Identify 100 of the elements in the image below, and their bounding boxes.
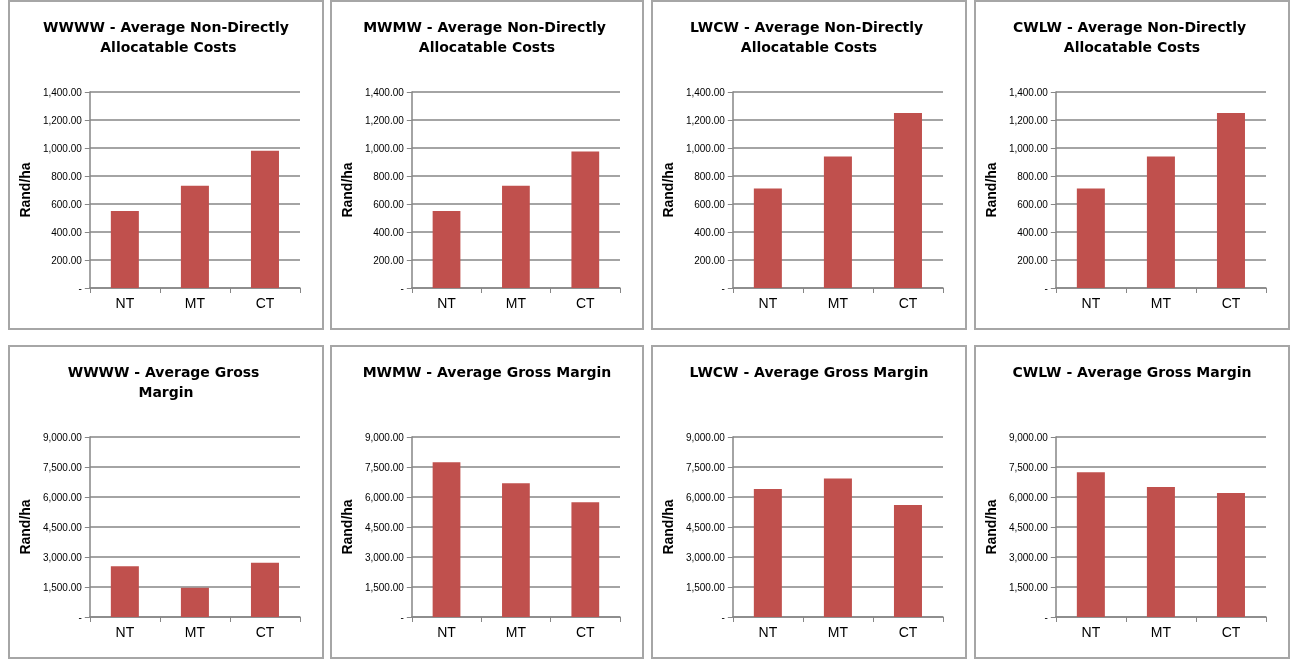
y-tick-label: 800.00 [694, 170, 726, 182]
chart-title: CWLW - Average Non-Directly Allocatable Costs [1013, 19, 1251, 55]
y-axis-title: Rand/ha [660, 499, 676, 555]
y-tick-label: 400.00 [694, 226, 726, 238]
bar [502, 483, 530, 617]
y-tick-label: 400.00 [373, 226, 405, 238]
bar [180, 587, 209, 617]
y-tick-label: 3,000.00 [42, 551, 83, 563]
chart-title: LWCW - Average Non-Directly Allocatable Costs [690, 19, 928, 55]
y-tick-label: - [400, 611, 404, 623]
y-tick-label: 1,000.00 [685, 142, 726, 154]
bar [250, 562, 279, 617]
bar [180, 185, 209, 288]
y-tick-label: 6,000.00 [42, 491, 83, 503]
y-tick-label: 4,500.00 [42, 521, 83, 533]
y-tick-label: - [721, 611, 725, 623]
y-tick-label: 3,000.00 [364, 551, 405, 563]
bar [1076, 472, 1105, 617]
x-tick-label: CT [255, 295, 275, 311]
bar [823, 156, 852, 288]
y-axis-title: Rand/ha [17, 162, 33, 218]
y-tick-label: 3,000.00 [685, 551, 726, 563]
bar [1146, 487, 1175, 617]
bar [753, 188, 782, 288]
y-tick-label: 6,000.00 [1008, 491, 1049, 503]
y-tick-label: 1,500.00 [364, 581, 405, 593]
y-tick-label: 7,500.00 [1008, 461, 1049, 473]
y-tick-label: 400.00 [1017, 226, 1049, 238]
y-tick-label: 600.00 [694, 198, 726, 210]
y-tick-label: - [721, 282, 725, 294]
y-tick-label: 6,000.00 [685, 491, 726, 503]
y-tick-label: 1,200.00 [364, 114, 405, 126]
y-tick-label: 4,500.00 [364, 521, 405, 533]
y-tick-label: - [400, 282, 404, 294]
y-axis-title: Rand/ha [339, 499, 355, 555]
bar [110, 566, 139, 617]
y-axis-title: Rand/ha [660, 162, 676, 218]
x-tick-label: NT [437, 624, 457, 640]
chart-title: CWLW - Average Gross Margin [1012, 364, 1252, 380]
y-tick-label: 1,500.00 [1008, 581, 1049, 593]
x-tick-label: NT [758, 295, 778, 311]
bar [1216, 113, 1245, 288]
x-tick-label: NT [758, 624, 778, 640]
y-tick-label: 9,000.00 [364, 431, 405, 443]
y-tick-label: 800.00 [1017, 170, 1049, 182]
x-tick-label: CT [898, 295, 918, 311]
y-axis-title: Rand/ha [983, 499, 999, 555]
y-tick-label: 600.00 [51, 198, 83, 210]
y-tick-label: - [1044, 282, 1048, 294]
y-tick-label: - [78, 282, 82, 294]
bar [571, 151, 600, 288]
bar [250, 150, 279, 288]
bar [1146, 156, 1175, 288]
x-tick-label: NT [115, 624, 135, 640]
bar [571, 502, 600, 617]
y-tick-label: 6,000.00 [364, 491, 405, 503]
x-tick-label: NT [437, 295, 457, 311]
y-tick-label: - [1044, 611, 1048, 623]
y-tick-label: 4,500.00 [685, 521, 726, 533]
x-tick-label: NT [1081, 624, 1101, 640]
y-tick-label: 1,200.00 [1008, 114, 1049, 126]
chart-title: WWWW - Average Gross Margin [67, 364, 265, 400]
x-tick-label: CT [575, 295, 596, 311]
y-tick-label: 7,500.00 [364, 461, 405, 473]
x-tick-label: MT [1150, 295, 1172, 311]
y-tick-label: - [78, 611, 82, 623]
y-tick-label: 200.00 [1017, 254, 1049, 266]
chart-title: MWMW - Average Non-Directly Allocatable Costs [363, 19, 611, 55]
x-tick-label: MT [827, 624, 849, 640]
y-tick-label: 9,000.00 [685, 431, 726, 443]
x-tick-label: CT [575, 624, 596, 640]
x-tick-label: CT [898, 624, 918, 640]
y-tick-label: 1,200.00 [42, 114, 83, 126]
x-tick-label: MT [184, 295, 206, 311]
y-tick-label: 800.00 [51, 170, 83, 182]
x-tick-label: MT [184, 624, 206, 640]
y-tick-label: 9,000.00 [42, 431, 83, 443]
y-tick-label: 7,500.00 [42, 461, 83, 473]
bar [432, 211, 461, 288]
y-tick-label: 1,000.00 [1008, 142, 1049, 154]
y-tick-label: 600.00 [1017, 198, 1049, 210]
y-tick-label: 3,000.00 [1008, 551, 1049, 563]
y-tick-label: 9,000.00 [1008, 431, 1049, 443]
y-tick-label: 400.00 [51, 226, 83, 238]
x-tick-label: MT [827, 295, 849, 311]
y-tick-label: 1,500.00 [42, 581, 83, 593]
y-tick-label: 7,500.00 [685, 461, 726, 473]
x-tick-label: NT [1081, 295, 1101, 311]
chart-title: LWCW - Average Gross Margin [689, 364, 929, 380]
chart-title: WWWW - Average Non-Directly Allocatable Costs [43, 19, 289, 55]
bar [502, 185, 530, 288]
x-tick-label: MT [505, 295, 527, 311]
y-tick-label: 1,400.00 [1008, 86, 1049, 98]
y-tick-label: 200.00 [51, 254, 83, 266]
y-tick-label: 4,500.00 [1008, 521, 1049, 533]
x-tick-label: CT [1221, 295, 1241, 311]
bar [432, 462, 461, 617]
y-tick-label: 200.00 [694, 254, 726, 266]
bar [1216, 493, 1245, 617]
y-axis-title: Rand/ha [17, 499, 33, 555]
